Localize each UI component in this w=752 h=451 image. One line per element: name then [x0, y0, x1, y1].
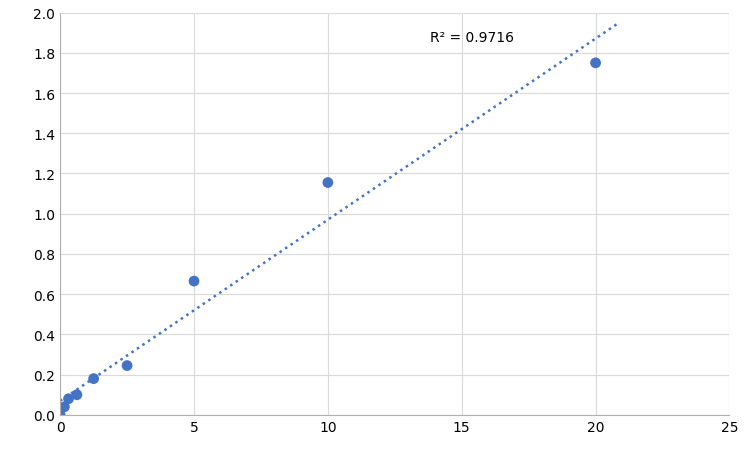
Point [87, 375, 99, 382]
Point [62, 395, 74, 402]
Point [54, 411, 66, 419]
Point [59, 403, 71, 410]
Point [71, 391, 83, 399]
Point [188, 278, 200, 285]
Point [121, 362, 133, 369]
Point [590, 60, 602, 67]
Point [322, 179, 334, 187]
Text: R² = 0.9716: R² = 0.9716 [429, 31, 514, 45]
